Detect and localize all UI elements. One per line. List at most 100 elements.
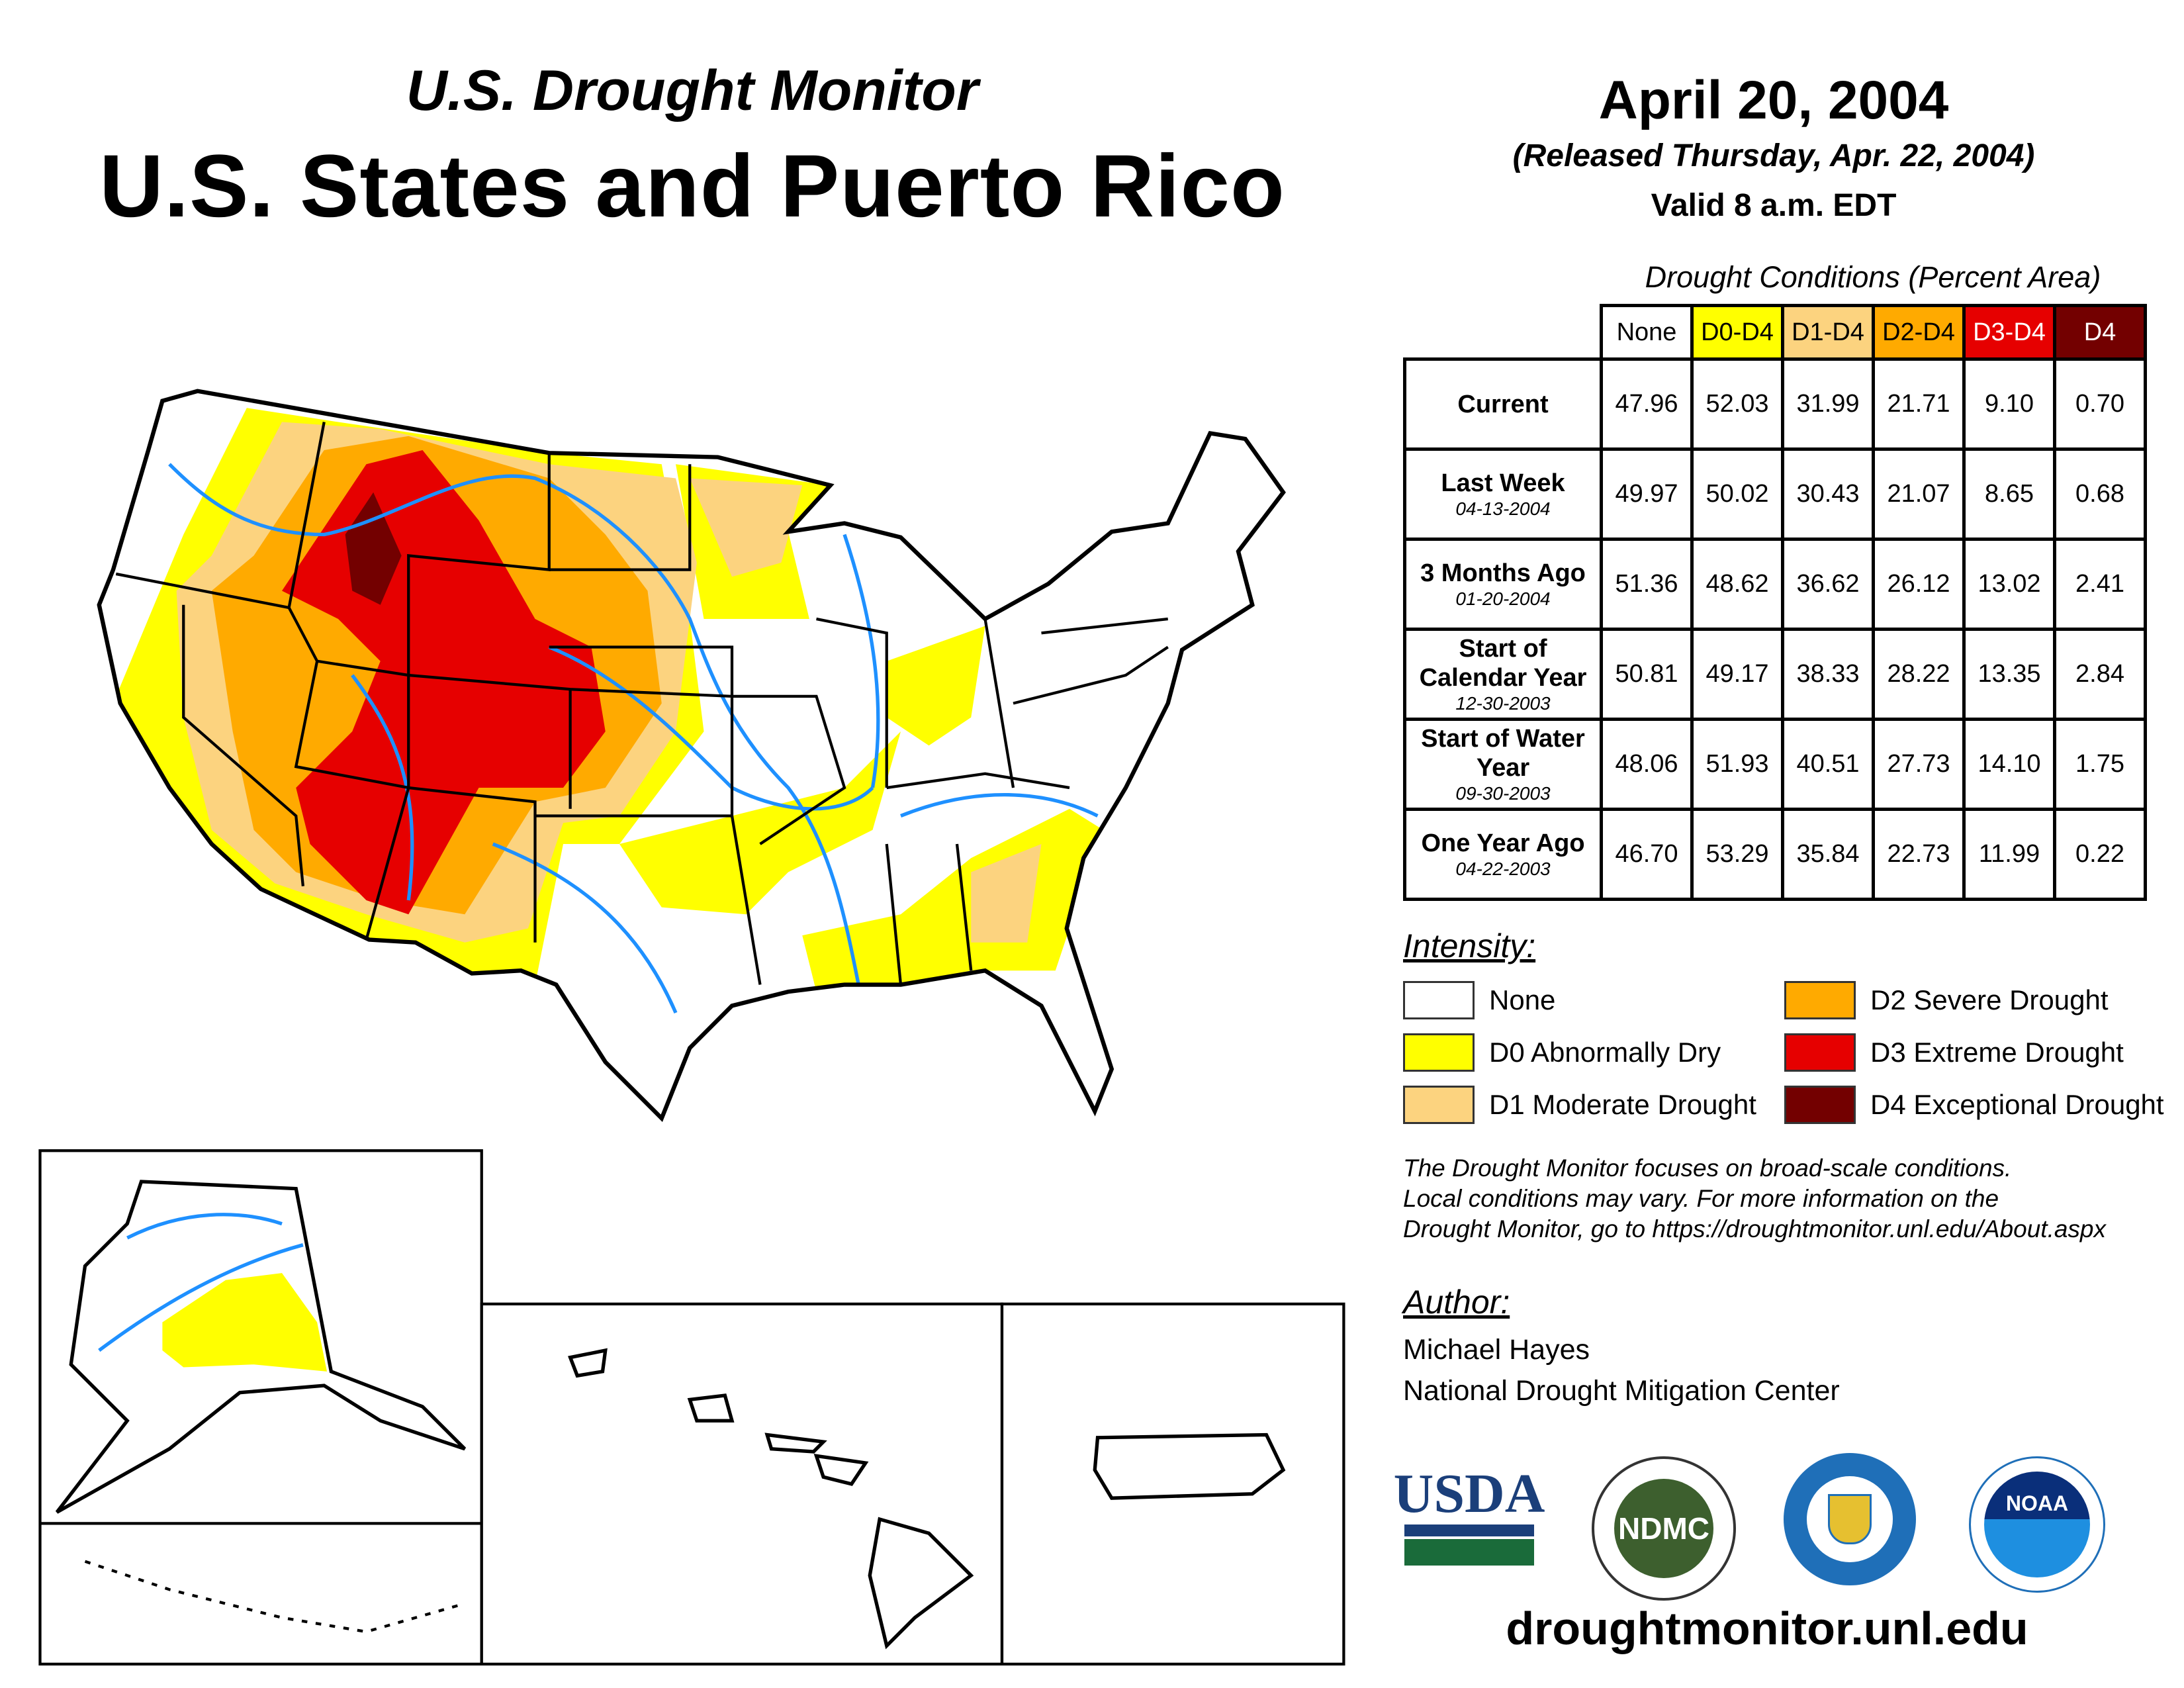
- column-header-d1-d4: D1-D4: [1781, 304, 1875, 361]
- value-cell: 2.41: [2053, 538, 2147, 631]
- value-cell: 21.07: [1872, 447, 1966, 541]
- legend-label: None: [1489, 984, 1556, 1015]
- value-cell: 50.02: [1690, 447, 1784, 541]
- note-line: Local conditions may vary. For more info…: [1403, 1185, 1999, 1212]
- row-label: Start of Calendar Year: [1419, 634, 1587, 692]
- author-name: Michael Hayes: [1403, 1334, 1590, 1366]
- map-date: April 20, 2004: [1598, 70, 1949, 130]
- legend-label: D3 Extreme Drought: [1870, 1037, 2124, 1068]
- legend-label: D1 Moderate Drought: [1489, 1089, 1756, 1120]
- value-cell: 47.96: [1600, 357, 1694, 451]
- value-cell: 26.12: [1872, 538, 1966, 631]
- noaa-logo-text: NOAA: [2005, 1491, 2069, 1515]
- usda-logo: USDA: [1394, 1466, 1545, 1566]
- commerce-logo: [1784, 1453, 1916, 1585]
- hawaii-inset: [480, 1302, 1004, 1665]
- ndmc-logo: NDMC: [1592, 1456, 1736, 1601]
- row-label-cell: 3 Months Ago 01-20-2004: [1403, 538, 1603, 631]
- column-header-d0-d4: D0-D4: [1690, 304, 1784, 361]
- value-cell: 30.43: [1781, 447, 1875, 541]
- row-date: 12-30-2003: [1455, 692, 1551, 714]
- column-header-d4: D4: [2053, 304, 2147, 361]
- row-label-cell: Start of Water Year 09-30-2003: [1403, 718, 1603, 811]
- legend-swatch: [1403, 1086, 1475, 1124]
- value-cell: 8.65: [1962, 447, 2056, 541]
- value-cell: 28.22: [1872, 628, 1966, 721]
- value-cell: 0.22: [2053, 808, 2147, 901]
- column-header-d2-d4: D2-D4: [1872, 304, 1966, 361]
- value-cell: 0.68: [2053, 447, 2147, 541]
- value-cell: 21.71: [1872, 357, 1966, 451]
- row-label: One Year Ago: [1421, 829, 1585, 857]
- state-borders: [115, 422, 1169, 985]
- d0-area-plains: [619, 731, 901, 915]
- alaska-inset: [38, 1149, 483, 1665]
- corner-cell: [1404, 305, 1603, 361]
- d1-area-mn: [690, 478, 803, 577]
- author-heading: Author:: [1403, 1284, 1510, 1321]
- value-cell: 1.75: [2053, 718, 2147, 811]
- value-cell: 52.03: [1690, 357, 1784, 451]
- value-cell: 9.10: [1962, 357, 2056, 451]
- value-cell: 14.10: [1962, 718, 2056, 811]
- value-cell: 46.70: [1600, 808, 1694, 901]
- note-line: Drought Monitor, go to https://droughtmo…: [1403, 1215, 2106, 1243]
- legend-swatch: [1403, 981, 1475, 1019]
- usda-logo-text: USDA: [1393, 1463, 1545, 1524]
- table-caption: Drought Conditions (Percent Area): [1645, 260, 2101, 294]
- website-url[interactable]: droughtmonitor.unl.edu: [1506, 1603, 2028, 1654]
- table-row: 3 Months Ago 01-20-2004 51.36 48.62 36.62 26.…: [1403, 538, 2147, 631]
- row-label: Last Week: [1441, 469, 1565, 497]
- row-label: Start of Water Year: [1421, 724, 1585, 782]
- row-label-cell: Current: [1403, 357, 1603, 451]
- value-cell: 51.93: [1690, 718, 1784, 811]
- value-cell: 11.99: [1962, 808, 2056, 901]
- value-cell: 53.29: [1690, 808, 1784, 901]
- legend-item: D1 Moderate Drought: [1403, 1086, 1756, 1124]
- legend-label: D2 Severe Drought: [1870, 984, 2109, 1015]
- table-row: Current 47.96 52.03 31.99 21.71 9.10 0.70: [1403, 357, 2147, 451]
- table-row: Start of Water Year 09-30-2003 48.06 51.93 4…: [1403, 718, 2147, 811]
- legend-swatch: [1784, 981, 1856, 1019]
- release-date: (Released Thursday, Apr. 22, 2004): [1512, 138, 2035, 173]
- d4-area: [345, 492, 402, 605]
- ndmc-logo-text: NDMC: [1618, 1511, 1709, 1546]
- valid-time: Valid 8 a.m. EDT: [1651, 188, 1897, 223]
- legend-label: D4 Exceptional Drought: [1870, 1089, 2164, 1120]
- value-cell: 13.35: [1962, 628, 2056, 721]
- table-row: One Year Ago 04-22-2003 46.70 53.29 35.84 22.…: [1403, 808, 2147, 901]
- value-cell: 48.62: [1690, 538, 1784, 631]
- author-org: National Drought Mitigation Center: [1403, 1375, 1840, 1407]
- legend-swatch: [1403, 1033, 1475, 1072]
- disclaimer-note: The Drought Monitor focuses on broad-sca…: [1403, 1153, 2106, 1244]
- row-label-cell: Last Week 04-13-2004: [1403, 447, 1603, 541]
- value-cell: 2.84: [2053, 628, 2147, 721]
- value-cell: 35.84: [1781, 808, 1875, 901]
- author-info: Michael Hayes National Drought Mitigatio…: [1403, 1329, 1840, 1411]
- legend-item: D3 Extreme Drought: [1784, 1033, 2124, 1072]
- value-cell: 48.06: [1600, 718, 1694, 811]
- value-cell: 38.33: [1781, 628, 1875, 721]
- value-cell: 13.02: [1962, 538, 2056, 631]
- value-cell: 0.70: [2053, 357, 2147, 451]
- value-cell: 31.99: [1781, 357, 1875, 451]
- rivers: [168, 463, 1099, 1014]
- value-cell: 22.73: [1872, 808, 1966, 901]
- legend-swatch: [1784, 1086, 1856, 1124]
- table-row: Start of Calendar Year 12-30-2003 50.81 49.…: [1403, 628, 2147, 721]
- table-header-row: None D0-D4 D1-D4 D2-D4 D3-D4 D4: [1404, 304, 2147, 361]
- drought-conditions-table: None D0-D4 D1-D4 D2-D4 D3-D4 D4 Current 47.96 5…: [1403, 304, 2147, 901]
- row-date: 01-20-2004: [1455, 588, 1551, 609]
- row-label-cell: Start of Calendar Year 12-30-2003: [1403, 628, 1603, 721]
- legend-title: Intensity:: [1403, 927, 1536, 964]
- value-cell: 27.73: [1872, 718, 1966, 811]
- note-line: The Drought Monitor focuses on broad-sca…: [1403, 1154, 2012, 1182]
- value-cell: 49.97: [1600, 447, 1694, 541]
- row-date: 04-22-2003: [1455, 858, 1551, 879]
- legend-swatch: [1784, 1033, 1856, 1072]
- d0-area-midwest: [886, 626, 985, 746]
- row-label: Current: [1457, 390, 1549, 418]
- legend-item: D0 Abnormally Dry: [1403, 1033, 1721, 1072]
- table-row: Last Week 04-13-2004 49.97 50.02 30.43 21.07 8…: [1403, 447, 2147, 541]
